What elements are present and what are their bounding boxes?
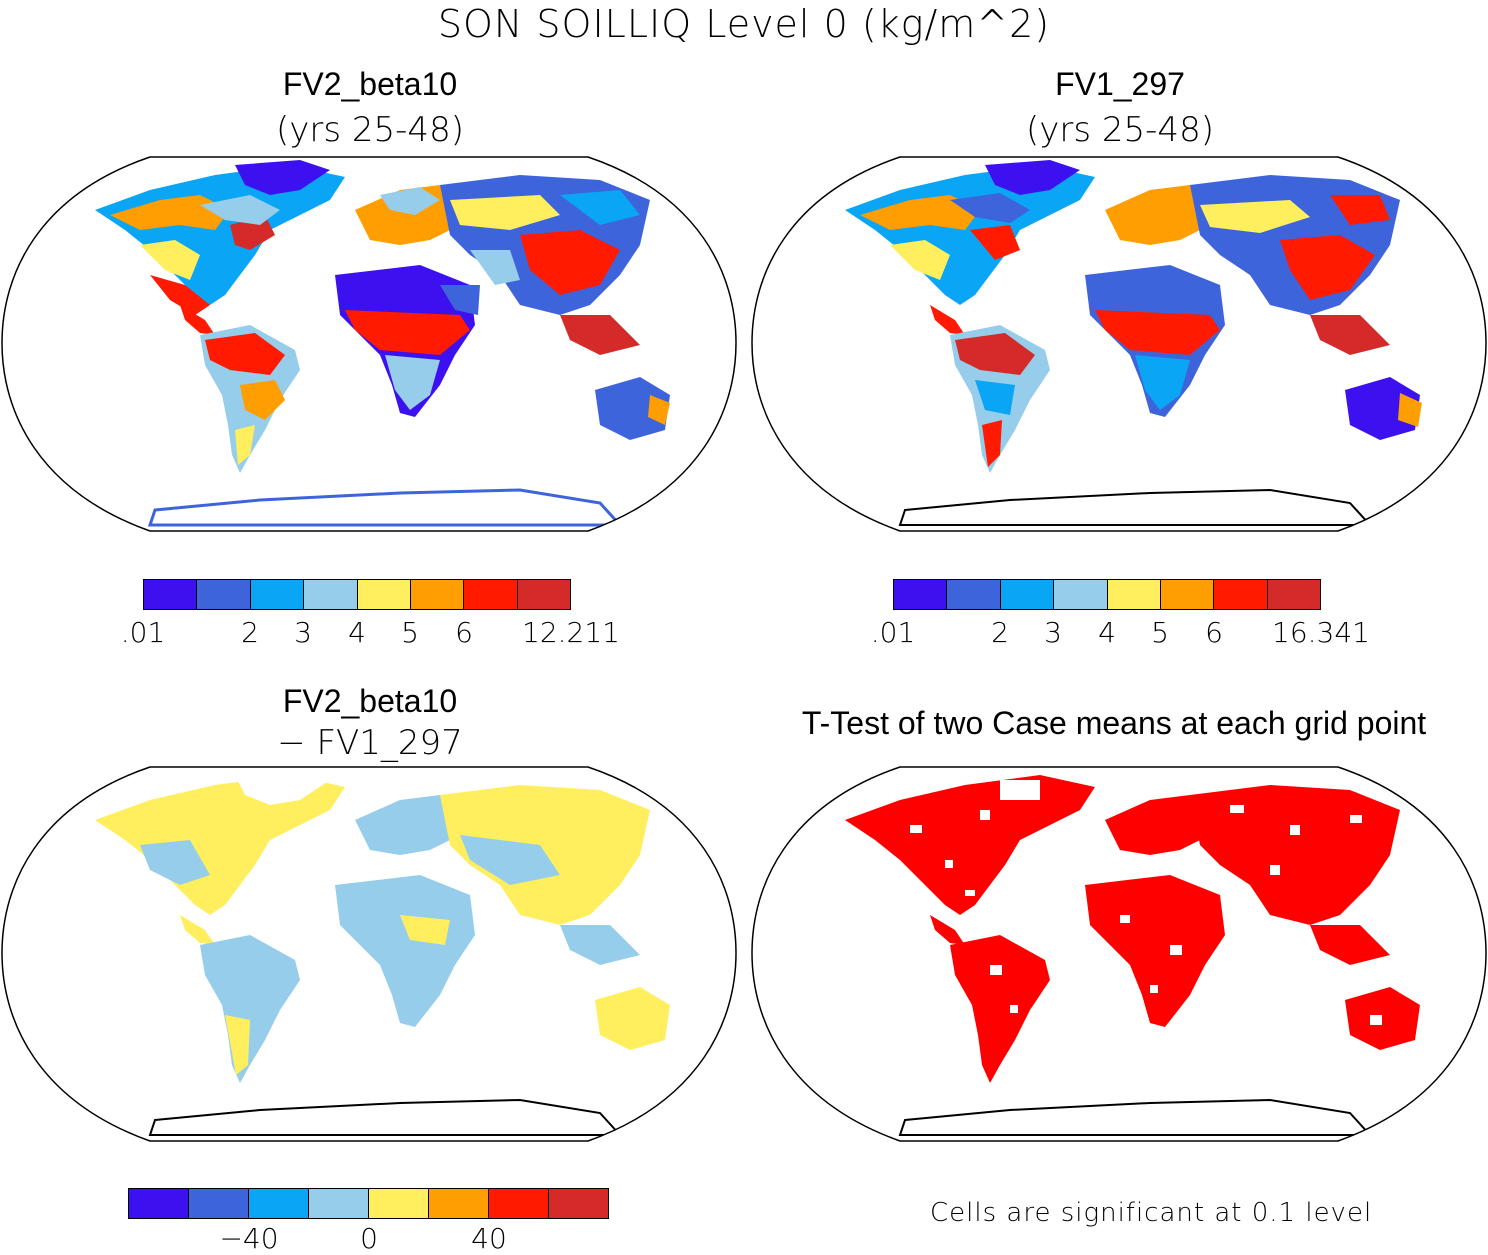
tick-label: 4 xyxy=(348,616,366,649)
tick-label: −40 xyxy=(219,1222,279,1255)
tick-label: 3 xyxy=(294,616,312,649)
greenland xyxy=(235,160,330,195)
panel-title-top-right: FV1_297 xyxy=(1055,66,1185,102)
map-top-left xyxy=(1,156,737,532)
map-top-right xyxy=(751,156,1487,532)
panel-subtitle-top-left: (yrs 25-48) xyxy=(276,110,464,150)
tick-label: 3 xyxy=(1044,616,1062,649)
significance-note: Cells are significant at 0.1 level xyxy=(930,1198,1373,1228)
colorbar-bottom-left xyxy=(128,1188,609,1219)
tick-label: .01 xyxy=(870,616,916,649)
australia xyxy=(595,377,670,440)
panel-title-bottom-left: FV2_beta10 xyxy=(282,683,458,719)
panel-title-bottom-right: T-Test of two Case means at each grid po… xyxy=(801,705,1427,741)
colorbar-top-left xyxy=(143,579,571,610)
colorbar-top-right xyxy=(893,579,1321,610)
tick-label: 2 xyxy=(991,616,1009,649)
tick-label: 40 xyxy=(471,1222,507,1255)
north-america xyxy=(95,165,345,305)
map-bottom-right xyxy=(751,766,1487,1142)
panel-title-top-left: FV2_beta10 xyxy=(282,66,458,102)
tick-label: 5 xyxy=(401,616,419,649)
tick-label: 6 xyxy=(1205,616,1223,649)
tick-label: 2 xyxy=(241,616,259,649)
panel-subtitle-top-right: (yrs 25-48) xyxy=(1026,110,1214,150)
panel-subtitle-bottom-left: − FV1_297 xyxy=(277,723,463,763)
figure-title: SON SOILLIQ Level 0 (kg/m^2) xyxy=(437,2,1051,46)
tick-label: 0 xyxy=(360,1222,378,1255)
antarctica xyxy=(147,488,624,527)
tick-label: 16.341 xyxy=(1272,616,1370,649)
tick-label: 4 xyxy=(1098,616,1116,649)
map-bottom-left xyxy=(1,766,737,1142)
tick-label: 12.211 xyxy=(522,616,620,649)
tick-label: 6 xyxy=(455,616,473,649)
tick-label: 5 xyxy=(1151,616,1169,649)
tick-label: .01 xyxy=(120,616,166,649)
